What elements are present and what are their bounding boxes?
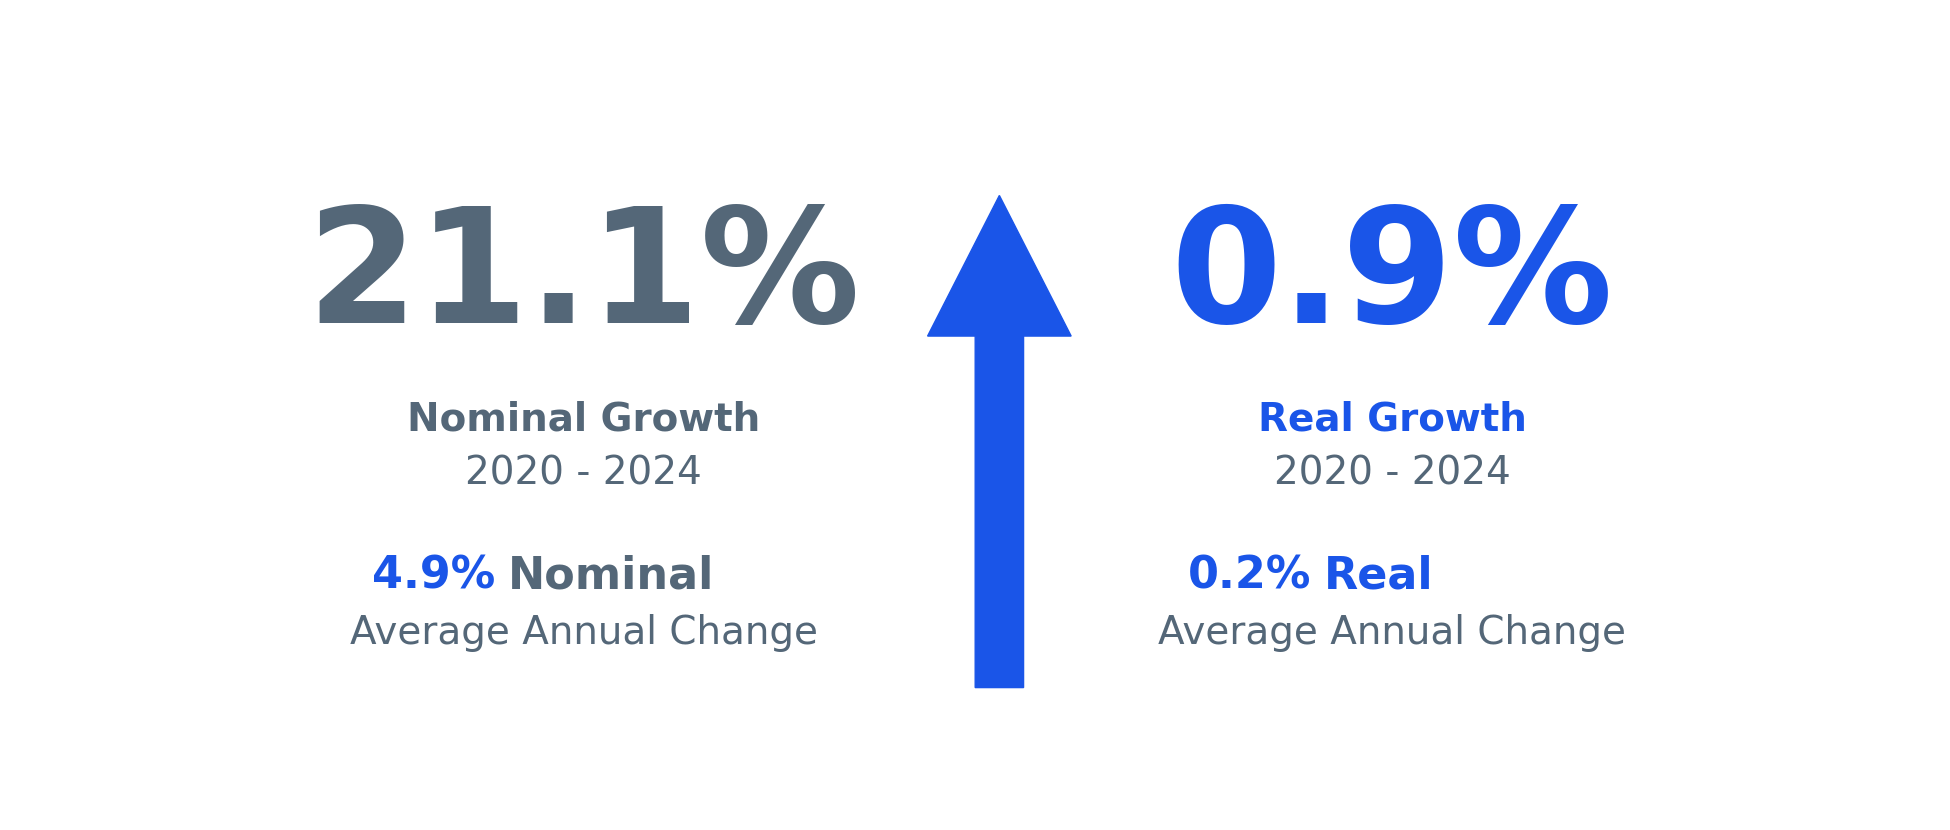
Text: 2020 - 2024: 2020 - 2024 xyxy=(466,455,702,492)
Text: Average Annual Change: Average Annual Change xyxy=(349,614,817,652)
Text: Real: Real xyxy=(1324,554,1433,598)
Text: Nominal Growth: Nominal Growth xyxy=(408,400,760,438)
Text: Real Growth: Real Growth xyxy=(1258,400,1527,438)
Text: Average Annual Change: Average Annual Change xyxy=(1158,614,1626,652)
Text: 4.9%: 4.9% xyxy=(372,554,495,598)
Text: 0.9%: 0.9% xyxy=(1170,201,1615,356)
Text: 21.1%: 21.1% xyxy=(306,201,860,356)
Text: Nominal: Nominal xyxy=(509,554,714,598)
Text: 0.2%: 0.2% xyxy=(1188,554,1312,598)
FancyArrow shape xyxy=(928,195,1071,687)
Text: 2020 - 2024: 2020 - 2024 xyxy=(1273,455,1511,492)
